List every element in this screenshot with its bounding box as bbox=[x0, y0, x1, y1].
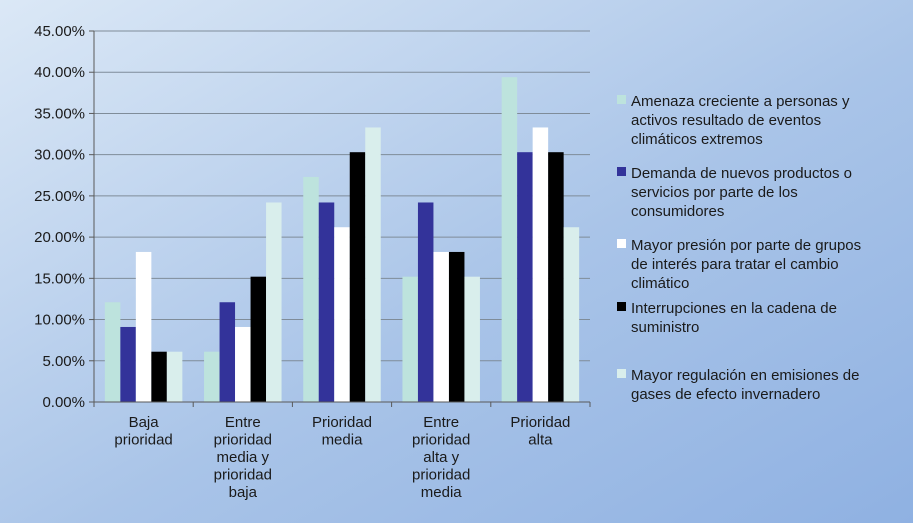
bar bbox=[433, 251, 449, 402]
x-category-label-line: alta bbox=[528, 432, 553, 449]
bar bbox=[151, 351, 167, 402]
x-category-label-line: Prioridad bbox=[312, 414, 372, 431]
bar bbox=[235, 326, 251, 402]
y-tick-label: 35.00% bbox=[34, 105, 85, 122]
legend-entry-line: consumidores bbox=[631, 203, 724, 220]
legend-entry-line: activos resultado de eventos bbox=[631, 112, 821, 129]
legend-entry-line: Mayor regulación en emisiones de bbox=[631, 367, 859, 384]
y-tick-label: 0.00% bbox=[42, 394, 85, 411]
bar bbox=[318, 202, 335, 402]
legend-entry-line: climáticos extremos bbox=[631, 131, 763, 148]
bar bbox=[135, 251, 152, 402]
bar bbox=[120, 326, 136, 402]
bar bbox=[548, 152, 564, 402]
bar bbox=[204, 351, 220, 402]
legend-entry-line: de interés para tratar el cambio bbox=[631, 256, 839, 273]
x-category-label-line: prioridad bbox=[214, 467, 272, 484]
bar bbox=[219, 302, 236, 402]
x-category-label: Baja prioridad bbox=[114, 414, 172, 449]
bar bbox=[532, 127, 549, 403]
legend-swatch bbox=[617, 302, 626, 311]
x-category-label-line: alta y bbox=[423, 449, 459, 466]
x-category-label-line: Prioridad bbox=[510, 414, 570, 431]
x-category-label-line: prioridad bbox=[214, 432, 272, 449]
x-category-label-line: prioridad bbox=[412, 432, 470, 449]
legend-entry: Demanda de nuevos productos o servicios p… bbox=[631, 165, 852, 220]
legend-entry-line: Demanda de nuevos productos o bbox=[631, 165, 852, 182]
x-category-label-line: media y bbox=[217, 449, 270, 466]
bar bbox=[464, 276, 480, 402]
legend-entry: Amenaza creciente a personas y activos re… bbox=[631, 93, 850, 148]
x-category-label-line: Baja bbox=[129, 414, 160, 431]
bar bbox=[166, 351, 183, 402]
y-tick-label: 30.00% bbox=[34, 147, 85, 164]
legend-entry: Interrupciones en la cadena de suministro bbox=[631, 300, 837, 336]
bar bbox=[303, 176, 319, 402]
legend: Amenaza creciente a personas y activos re… bbox=[617, 93, 861, 403]
bar bbox=[448, 251, 465, 402]
x-category-label: Prioridad media bbox=[312, 414, 372, 449]
y-tick-label: 20.00% bbox=[34, 229, 85, 246]
bar bbox=[563, 227, 580, 402]
legend-swatch bbox=[617, 369, 626, 378]
bar bbox=[517, 152, 533, 402]
x-category-label-line: baja bbox=[229, 484, 258, 501]
legend-entry-line: Mayor presión por parte de grupos bbox=[631, 237, 861, 254]
legend-entry-line: gases de efecto invernadero bbox=[631, 386, 820, 403]
bar bbox=[417, 202, 434, 402]
bar bbox=[334, 227, 350, 402]
bar bbox=[349, 152, 366, 402]
y-tick-label: 15.00% bbox=[34, 270, 85, 287]
legend-entry: Mayor regulación en emisiones de gases de… bbox=[631, 367, 859, 403]
legend-entry-line: suministro bbox=[631, 319, 699, 336]
y-tick-label: 5.00% bbox=[42, 353, 85, 370]
x-category-label-line: prioridad bbox=[412, 467, 470, 484]
y-tick-label: 40.00% bbox=[34, 64, 85, 81]
legend-entry-line: servicios por parte de los bbox=[631, 184, 798, 201]
legend-swatch bbox=[617, 239, 626, 248]
x-category-label: Prioridad alta bbox=[510, 414, 570, 449]
bar bbox=[250, 276, 267, 402]
bar bbox=[402, 276, 418, 402]
x-category-label-line: prioridad bbox=[114, 432, 172, 449]
y-tick-label: 45.00% bbox=[34, 23, 85, 40]
bar bbox=[266, 202, 282, 402]
legend-entry-line: climático bbox=[631, 275, 689, 292]
x-category-label: Entre prioridad media y prioridad baja bbox=[214, 414, 272, 501]
legend-entry-line: Amenaza creciente a personas y bbox=[631, 93, 850, 110]
y-tick-label: 25.00% bbox=[34, 188, 85, 205]
bar bbox=[501, 77, 518, 403]
x-category-label-line: media bbox=[322, 432, 364, 449]
legend-swatch bbox=[617, 95, 626, 104]
legend-swatch bbox=[617, 167, 626, 176]
bar bbox=[104, 302, 121, 402]
legend-entry-line: Interrupciones en la cadena de bbox=[631, 300, 837, 317]
x-category-label-line: Entre bbox=[423, 414, 459, 431]
legend-entry: Mayor presión por parte de grupos de inte… bbox=[631, 237, 861, 292]
y-tick-label: 10.00% bbox=[34, 312, 85, 329]
x-category-label: Entre prioridad alta y prioridad media bbox=[412, 414, 470, 501]
x-category-label-line: media bbox=[421, 484, 463, 501]
bar bbox=[365, 127, 381, 403]
x-category-label-line: Entre bbox=[225, 414, 261, 431]
